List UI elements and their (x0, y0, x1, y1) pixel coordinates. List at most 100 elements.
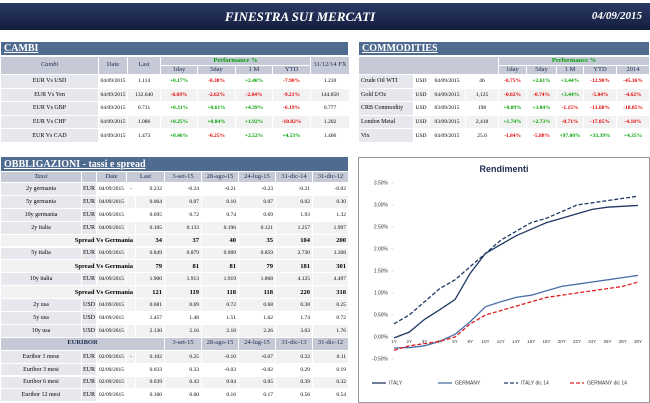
table-cell: 0.02 (276, 195, 313, 209)
table-cell: EUR (82, 389, 97, 403)
table-cell: EUR (82, 363, 97, 377)
table-cell (127, 376, 136, 390)
table-cell: 1.51 (202, 312, 239, 325)
x-tick-label: 12Y (497, 339, 505, 344)
table-cell: 04/09/2015 (429, 88, 466, 103)
table-cell: +0.84% (198, 115, 236, 130)
table-cell: 0.56 (276, 389, 313, 403)
x-tick-label: 20Y (558, 339, 566, 344)
x-tick-label: 22Y (573, 339, 581, 344)
table-cell: +0.25% (161, 115, 198, 130)
x-tick-label: 8Y (467, 339, 473, 344)
table-cell: - (127, 350, 136, 364)
table-cell: 0.102 (136, 350, 165, 364)
table-cell: +3.04% (527, 102, 557, 116)
table-cell: 25.6 (466, 129, 499, 143)
table-cell: 132.640 (128, 88, 161, 103)
row-label: 5y usa (1, 312, 82, 325)
column-header: 24-lug-15 (239, 337, 276, 351)
table-cell: -10.82% (273, 115, 311, 130)
table-cell (127, 247, 136, 261)
table-cell: +1.92% (236, 115, 273, 130)
page-date: 04/09/2015 (591, 10, 642, 22)
table-cell: -6.19% (273, 102, 311, 116)
table-cell: CRB Commodity (359, 102, 414, 116)
table-cell: 0.33 (165, 363, 202, 377)
x-tick-label: 30Y (634, 339, 642, 344)
table-cell: -2.62% (198, 88, 236, 103)
series-line (393, 281, 639, 351)
column-header: 31-dic-12 (313, 172, 349, 183)
table-cell: 1.997 (313, 221, 349, 235)
column-header (82, 172, 97, 183)
y-tick-label: 0.00% (374, 334, 389, 340)
column-header: 1 M (236, 66, 273, 75)
table-cell: 0.72 (313, 312, 349, 325)
table-cell: 1.48 (165, 312, 202, 325)
header-bar: FINESTRA SUI MERCATI 04/09/2015 (0, 3, 650, 30)
column-header: Tassi (1, 172, 82, 183)
table-cell: EUR (82, 376, 97, 390)
table-cell: 0.064 (136, 195, 165, 209)
table-cell: 3.308 (313, 247, 349, 261)
legend-label: GERMANY (455, 380, 481, 386)
table-cell: 2.18 (202, 324, 239, 338)
table-cell: 04/09/2015 (99, 75, 128, 89)
column-header: 1day (161, 66, 198, 75)
table-cell: +2.40% (236, 75, 273, 89)
table-cell: +4.39% (236, 102, 273, 116)
table-cell: 0.69 (165, 299, 202, 312)
table-cell: 0.74 (202, 208, 239, 222)
table-cell: +0.17% (161, 75, 198, 89)
table-cell: -1.15% (557, 102, 584, 116)
table-cell: 1.32 (313, 208, 349, 222)
x-tick-label: 24Y (588, 339, 596, 344)
column-header (359, 57, 499, 75)
column-header: 3-set-15 (165, 172, 202, 183)
table-cell: +4.53% (273, 129, 311, 143)
legend-label: GERMANY dic 14 (587, 380, 627, 386)
x-tick-label: 1Y (391, 339, 397, 344)
row-label: 2y usa (1, 299, 82, 312)
table-cell: USD (82, 324, 97, 338)
row-label: Euribor 12 mesi (1, 389, 82, 403)
row-label: Euribor 6 mesi (1, 376, 82, 390)
table-cell: -13.68% (584, 102, 617, 116)
column-header: 31-dic-13 (276, 337, 313, 351)
table-cell: 4.497 (313, 273, 349, 287)
table-cell: 0.133 (165, 221, 202, 235)
table-cell: 0.10 (202, 195, 239, 209)
page-title: FINESTRA SUI MERCATI (224, 9, 376, 24)
table-cell: 02/09/2015 (97, 350, 127, 364)
row-label: Euribor 1 mese (1, 350, 82, 364)
table-cell: 4.125 (276, 273, 313, 287)
table-cell: 0.121 (239, 221, 276, 235)
table-cell: -18.85% (617, 102, 650, 116)
table-cell: 2.16 (165, 324, 202, 338)
row-label: 5y italia (1, 247, 82, 261)
table-cell: 2,418 (466, 115, 499, 130)
row-label: Spread Vs Germania (1, 286, 136, 300)
chart-title: Rendimenti (479, 164, 528, 174)
table-cell: Vix (359, 129, 414, 143)
table-cell: -0.69% (161, 88, 198, 103)
table-cell: 0.695 (136, 208, 165, 222)
row-header: EURIBOR (1, 337, 165, 351)
table-cell: +4.35% (617, 129, 650, 143)
table-cell: 0.859 (239, 247, 276, 261)
table-cell: 04/09/2015 (97, 208, 127, 222)
y-tick-label: -0.50% (372, 356, 388, 362)
series-line (393, 274, 639, 349)
column-header: 31-dic-12 (313, 337, 349, 351)
table-cell: 1.913 (165, 273, 202, 287)
table-cell: 1.473 (128, 129, 161, 143)
table-cell: -2.04% (236, 88, 273, 103)
column-header: 2014 (617, 66, 650, 75)
table-cell: USD (414, 129, 429, 143)
table-cell: USD (414, 88, 429, 103)
table-cell: 0.19 (313, 363, 349, 377)
table-cell: 0.909 (202, 247, 239, 261)
table-cell: 0.25 (165, 350, 202, 364)
table-cell: 1.919 (202, 273, 239, 287)
